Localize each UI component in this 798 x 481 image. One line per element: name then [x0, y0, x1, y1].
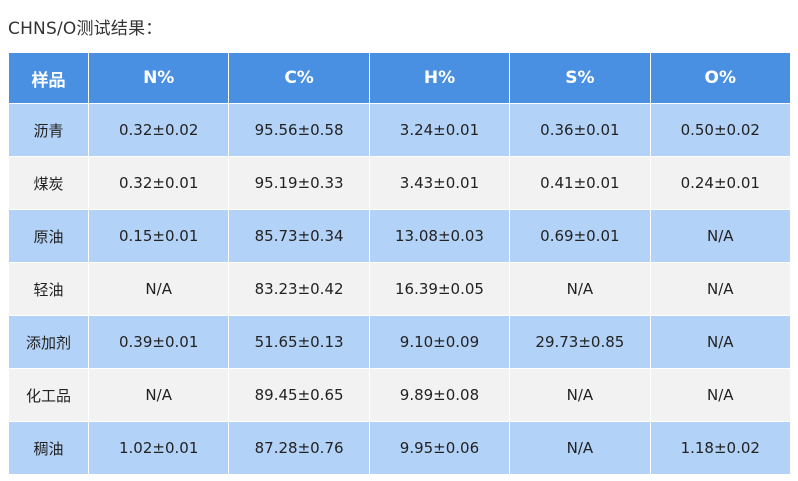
h-value: 9.89±0.08: [368, 368, 511, 422]
chns-results-table: 样品 N% C% H% S% O% 沥青 0.32±0.02 95.56±0.5…: [8, 52, 791, 475]
header-sample: 样品: [8, 52, 89, 104]
s-value: 0.41±0.01: [509, 156, 651, 210]
table-row: 化工品 N/A 89.45±0.65 9.89±0.08 N/A N/A: [8, 368, 791, 422]
sample-name: 原油: [8, 209, 89, 263]
o-value: 0.24±0.01: [649, 156, 791, 210]
h-value: 16.39±0.05: [368, 262, 511, 316]
h-value: 9.10±0.09: [368, 315, 511, 369]
o-value: N/A: [649, 262, 791, 316]
header-hydrogen: H%: [368, 52, 511, 104]
header-nitrogen: N%: [87, 52, 230, 104]
n-value: 0.32±0.02: [87, 103, 230, 157]
o-value: N/A: [649, 368, 791, 422]
table-row: 添加剂 0.39±0.01 51.65±0.13 9.10±0.09 29.73…: [8, 315, 791, 369]
header-oxygen: O%: [649, 52, 791, 104]
h-value: 3.43±0.01: [368, 156, 511, 210]
header-sulfur: S%: [509, 52, 651, 104]
c-value: 95.56±0.58: [228, 103, 370, 157]
table-row: 稠油 1.02±0.01 87.28±0.76 9.95±0.06 N/A 1.…: [8, 421, 791, 475]
o-value: N/A: [649, 315, 791, 369]
header-carbon: C%: [228, 52, 370, 104]
sample-name: 化工品: [8, 368, 89, 422]
n-value: 0.15±0.01: [87, 209, 230, 263]
h-value: 9.95±0.06: [368, 421, 511, 475]
sample-name: 添加剂: [8, 315, 89, 369]
c-value: 95.19±0.33: [228, 156, 370, 210]
c-value: 85.73±0.34: [228, 209, 370, 263]
table-row: 轻油 N/A 83.23±0.42 16.39±0.05 N/A N/A: [8, 262, 791, 316]
sample-name: 沥青: [8, 103, 89, 157]
s-value: 0.69±0.01: [509, 209, 651, 263]
sample-name: 稠油: [8, 421, 89, 475]
sample-name: 轻油: [8, 262, 89, 316]
s-value: 29.73±0.85: [509, 315, 651, 369]
c-value: 87.28±0.76: [228, 421, 370, 475]
s-value: N/A: [509, 368, 651, 422]
o-value: 1.18±0.02: [649, 421, 791, 475]
c-value: 89.45±0.65: [228, 368, 370, 422]
h-value: 13.08±0.03: [368, 209, 511, 263]
c-value: 83.23±0.42: [228, 262, 370, 316]
header-row: 样品 N% C% H% S% O%: [8, 52, 791, 104]
sample-name: 煤炭: [8, 156, 89, 210]
n-value: N/A: [87, 262, 230, 316]
table-row: 原油 0.15±0.01 85.73±0.34 13.08±0.03 0.69±…: [8, 209, 791, 263]
table-row: 煤炭 0.32±0.01 95.19±0.33 3.43±0.01 0.41±0…: [8, 156, 791, 210]
o-value: 0.50±0.02: [649, 103, 791, 157]
s-value: N/A: [509, 262, 651, 316]
o-value: N/A: [649, 209, 791, 263]
n-value: 0.32±0.01: [87, 156, 230, 210]
results-heading: CHNS/O测试结果：: [8, 19, 163, 39]
n-value: 1.02±0.01: [87, 421, 230, 475]
s-value: 0.36±0.01: [509, 103, 651, 157]
s-value: N/A: [509, 421, 651, 475]
c-value: 51.65±0.13: [228, 315, 370, 369]
n-value: N/A: [87, 368, 230, 422]
h-value: 3.24±0.01: [368, 103, 511, 157]
table-row: 沥青 0.32±0.02 95.56±0.58 3.24±0.01 0.36±0…: [8, 103, 791, 157]
n-value: 0.39±0.01: [87, 315, 230, 369]
